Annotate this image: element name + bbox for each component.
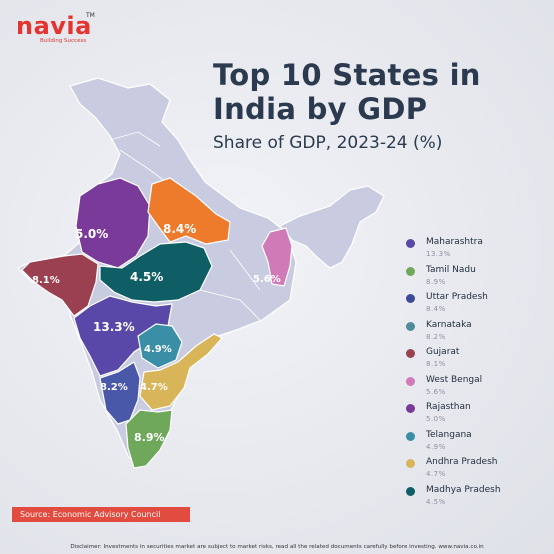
source-banner: Source: Economic Advisory Council [12, 507, 190, 522]
brand-wordmark: navia [16, 12, 92, 40]
legend-name: West Bengal [426, 374, 483, 385]
title-line-2: India by GDP [213, 92, 428, 126]
legend-dot [406, 431, 415, 441]
state-madhya-pradesh [99, 241, 213, 303]
legend-value: 8.4% [426, 305, 446, 313]
legend-value: 8.2% [426, 332, 446, 341]
legend-name: Tamil Nadu [426, 264, 476, 275]
legend-dot [406, 294, 415, 303]
legend-value: 4.9% [426, 442, 446, 451]
brand-logo: navia TM Building Success [16, 12, 95, 44]
legend-item: Andhra Pradesh 4.7% [406, 457, 552, 485]
legend-name: Madhya Pradesh [426, 484, 501, 495]
map-label-andhra-pradesh: 4.7% [140, 382, 168, 393]
legend: Maharashtra 13.3% Tamil Nadu 8.9% Uttar Pr… [406, 237, 552, 512]
legend-name: Maharashtra [426, 237, 483, 247]
legend-dot [406, 239, 415, 248]
legend-item: Gujarat 8.1% [406, 347, 552, 375]
map-label-tamil-nadu: 8.9% [134, 431, 165, 444]
legend-name: Telangana [426, 429, 472, 440]
state-karnataka [99, 361, 141, 425]
legend-dot [406, 349, 415, 358]
legend-value: 8.9% [426, 277, 446, 286]
state-border [199, 289, 261, 321]
legend-dot [406, 376, 415, 386]
state-uttar-pradesh [147, 177, 231, 245]
state-tamil-nadu [125, 409, 173, 469]
legend-item: Karnataka 8.2% [406, 320, 552, 348]
legend-item: Madhya Pradesh 4.5% [406, 485, 552, 513]
legend-item: West Bengal 5.6% [406, 375, 552, 403]
legend-item: Maharashtra 13.3% [406, 237, 552, 265]
title-line-1: Top 10 States in [213, 58, 481, 92]
legend-name: Rajasthan [426, 402, 471, 412]
brand-trademark: TM [86, 12, 95, 19]
legend-dot [406, 486, 415, 496]
legend-name: Karnataka [426, 319, 472, 330]
state-rajasthan [75, 177, 151, 269]
page-subtitle: Share of GDP, 2023-24 (%) [213, 133, 443, 153]
map-label-west-bengal: 5.6% [253, 274, 281, 285]
legend-item: Rajasthan 5.0% [406, 402, 552, 430]
state-andhra-pradesh [139, 333, 223, 411]
state-border [229, 249, 261, 291]
brand-tagline: Building Success [40, 38, 87, 44]
disclaimer-text: Disclaimer: Investments in securities ma… [70, 544, 484, 550]
legend-name: Gujarat [426, 347, 460, 357]
map-label-madhya-pradesh: 4.5% [130, 270, 163, 284]
legend-value: 4.7% [426, 470, 446, 478]
page-title: Top 10 States in India by GDP [213, 58, 481, 126]
legend-dot [406, 404, 415, 413]
legend-item: Tamil Nadu 8.9% [406, 265, 552, 293]
northeast-outline [279, 185, 385, 269]
map-label-maharashtra: 13.3% [93, 320, 135, 334]
legend-name: Uttar Pradesh [426, 292, 488, 302]
map-label-gujarat: 8.1% [32, 275, 60, 286]
state-west-bengal [261, 227, 293, 287]
legend-item: Uttar Pradesh 8.4% [406, 292, 552, 320]
legend-item: Telangana 4.9% [406, 430, 552, 458]
state-telangana [137, 323, 183, 369]
legend-dot [406, 266, 415, 276]
map-label-telangana: 4.9% [144, 344, 172, 355]
legend-dot [406, 321, 415, 331]
legend-dot [406, 459, 415, 468]
legend-value: 8.1% [426, 360, 446, 368]
state-border [109, 131, 161, 147]
legend-value: 5.6% [426, 387, 446, 396]
legend-value: 4.5% [426, 497, 446, 506]
map-label-rajasthan: 5.0% [75, 227, 108, 241]
legend-name: Andhra Pradesh [426, 457, 498, 467]
legend-value: 13.3% [426, 250, 451, 258]
legend-value: 5.0% [426, 415, 446, 423]
map-label-uttar-pradesh: 8.4% [163, 222, 196, 236]
map-label-karnataka: 8.2% [100, 382, 128, 393]
state-gujarat [21, 253, 99, 317]
